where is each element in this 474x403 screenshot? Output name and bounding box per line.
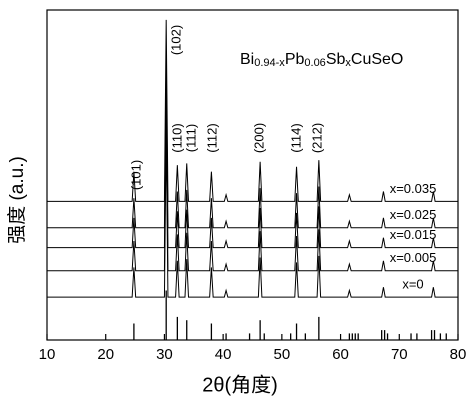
xrd-trace xyxy=(47,82,458,249)
plot-frame xyxy=(46,9,459,341)
peak-label: (110) xyxy=(169,123,184,152)
peak-label: (212) xyxy=(309,123,324,153)
peak-label: (200) xyxy=(251,123,266,153)
peak-label: (112) xyxy=(204,123,219,152)
y-axis-label: 强度 (a.u.) xyxy=(6,156,28,244)
title-part: Sb xyxy=(326,51,346,68)
title-part: x xyxy=(345,57,351,69)
series-label: x=0.015 xyxy=(390,227,437,242)
x-tick-label: 60 xyxy=(332,346,349,363)
series-label: x=0.005 xyxy=(390,250,437,265)
x-tick-label: 10 xyxy=(39,346,56,363)
peak-label: (111) xyxy=(183,124,198,152)
x-tick-label: 70 xyxy=(391,346,408,363)
x-tick-label: 50 xyxy=(274,346,291,363)
title-part: Bi xyxy=(240,51,254,68)
xrd-trace xyxy=(47,132,458,298)
title-part: CuSeO xyxy=(351,51,403,68)
xrd-trace xyxy=(47,105,458,272)
peak-label: (102) xyxy=(168,25,183,55)
x-tick-label: 80 xyxy=(450,346,467,363)
series-label: x=0 xyxy=(402,277,423,292)
x-tick-label: 40 xyxy=(215,346,232,363)
x-axis-label: 2θ(角度) xyxy=(202,373,278,396)
xrd-trace xyxy=(47,62,458,229)
peak-label: (114) xyxy=(288,123,303,152)
x-tick-label: 30 xyxy=(156,346,173,363)
series-label: x=0.025 xyxy=(390,207,437,222)
series-label: x=0.035 xyxy=(390,181,437,196)
xrd-trace xyxy=(47,19,458,202)
x-tick-label: 20 xyxy=(97,346,114,363)
title-part: 0.94-x xyxy=(254,57,285,69)
peak-label: (101) xyxy=(128,160,143,190)
title-part: 0.06 xyxy=(304,57,325,69)
title-part: Pb xyxy=(285,51,305,68)
chart-title: Bi0.94-xPb0.06SbxCuSeO xyxy=(240,51,403,69)
